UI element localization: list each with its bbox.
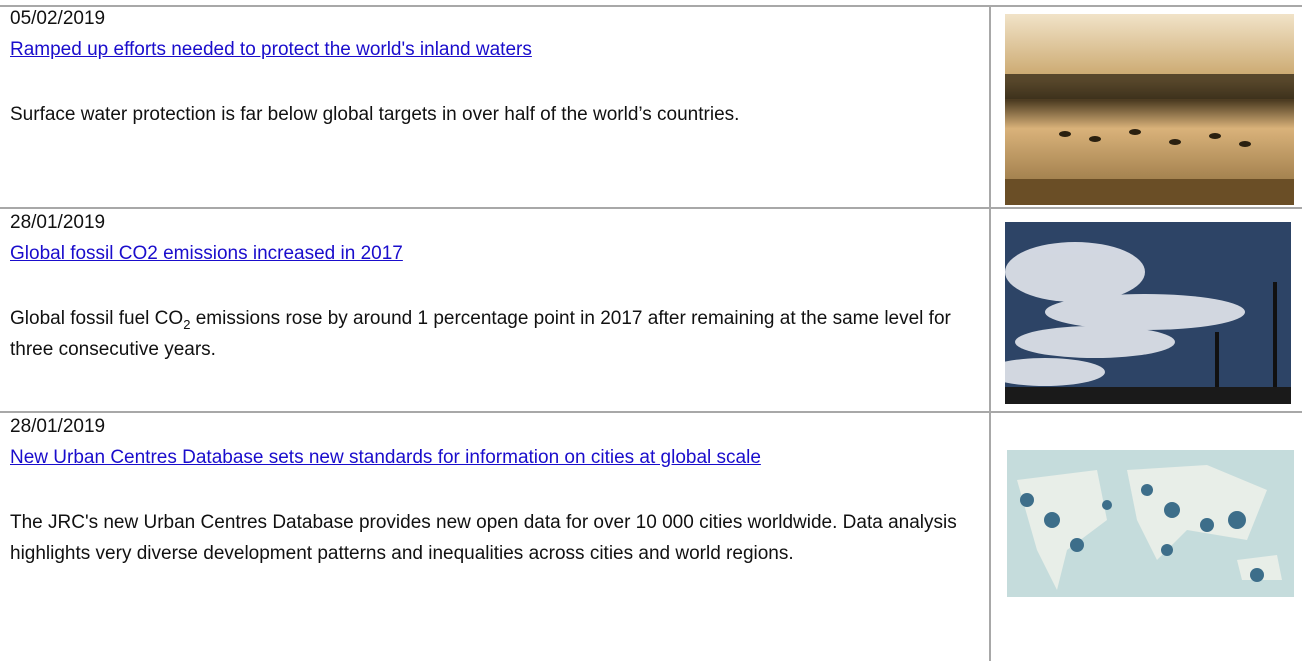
date: 28/01/2019 bbox=[10, 416, 106, 437]
date: 28/01/2019 bbox=[10, 212, 106, 233]
news-link[interactable]: New Urban Centres Database sets new stan… bbox=[10, 447, 761, 468]
news-item: 05/02/2019 Ramped up efforts needed to p… bbox=[10, 3, 970, 130]
subscript: 2 bbox=[183, 316, 191, 332]
date: 05/02/2019 bbox=[10, 8, 106, 29]
news-item: 28/01/2019 New Urban Centres Database se… bbox=[10, 411, 970, 569]
news-link[interactable]: Global fossil CO2 emissions increased in… bbox=[10, 243, 403, 264]
summary: The JRC's new Urban Centres Database pro… bbox=[10, 512, 957, 564]
news-link[interactable]: Ramped up efforts needed to protect the … bbox=[10, 39, 532, 60]
divider bbox=[0, 207, 1302, 209]
divider bbox=[989, 5, 991, 661]
summary-text: emissions rose by around 1 percentage po… bbox=[10, 308, 951, 360]
thumbnail[interactable] bbox=[1007, 450, 1294, 597]
summary: Global fossil fuel CO2 emissions rose by… bbox=[10, 303, 970, 365]
news-item: 28/01/2019 Global fossil CO2 emissions i… bbox=[10, 207, 970, 365]
thumbnail[interactable] bbox=[1005, 222, 1291, 404]
summary: Surface water protection is far below gl… bbox=[10, 104, 740, 125]
thumbnail[interactable] bbox=[1005, 14, 1294, 205]
divider bbox=[0, 5, 1302, 7]
summary-text: Global fossil fuel CO bbox=[10, 308, 184, 329]
divider bbox=[0, 411, 1302, 413]
